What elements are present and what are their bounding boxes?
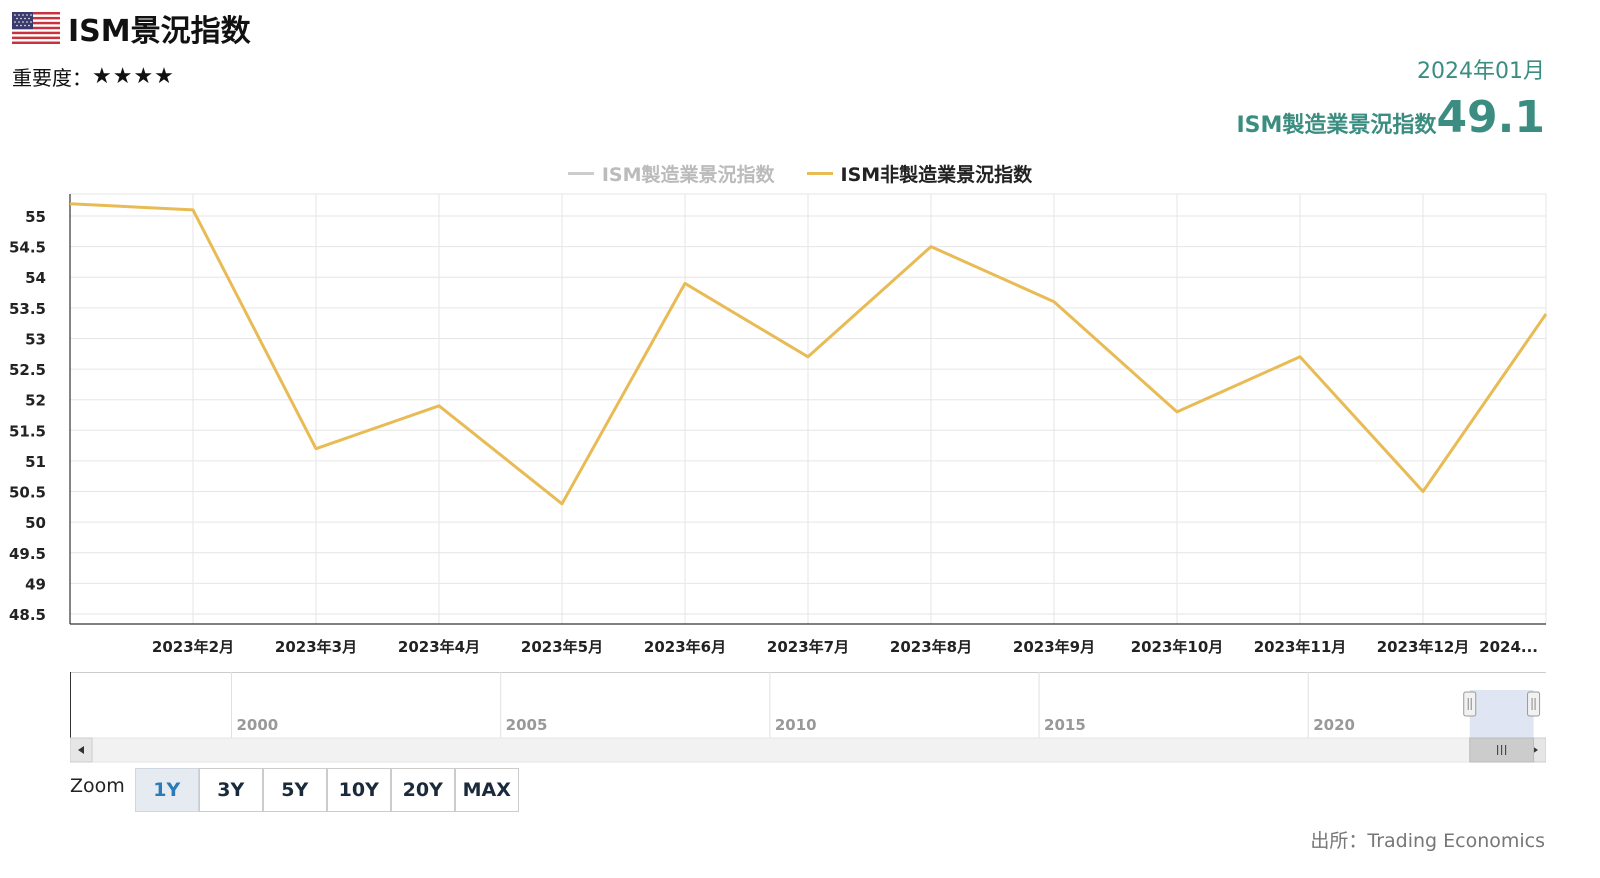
page-title: ISM景況指数 — [68, 14, 251, 49]
zoom-button-10y[interactable]: 10Y — [326, 768, 391, 812]
data-point[interactable] — [1174, 409, 1180, 415]
latest-value: 49.1 — [1436, 92, 1545, 143]
legend-swatch-manufacturing — [567, 172, 594, 175]
x-tick-label: 2023年4月 — [398, 638, 480, 656]
page-header: ISM景況指数 — [12, 8, 251, 49]
scroll-left-button[interactable] — [70, 737, 93, 763]
latest-date: 2024年01月 — [1417, 59, 1545, 84]
data-point[interactable] — [1543, 311, 1549, 317]
importance-rating: 重要度： ★★★★ — [12, 62, 175, 91]
navigator-handle[interactable] — [1463, 691, 1477, 717]
y-tick-label: 53 — [25, 330, 46, 348]
data-point[interactable] — [1420, 489, 1426, 495]
x-tick-label: 2023年11月 — [1254, 638, 1347, 656]
navigator-year-label: 2020 — [1313, 716, 1355, 734]
data-point[interactable] — [436, 403, 442, 409]
data-point[interactable] — [805, 354, 811, 360]
navigator-year-label: 2000 — [237, 716, 279, 734]
importance-label: 重要度： — [12, 66, 92, 90]
legend-item-manufacturing[interactable]: ISM製造業景況指数 — [567, 160, 775, 187]
zoom-button-1y[interactable]: 1Y — [134, 768, 199, 812]
importance-stars: ★★★★ — [92, 64, 175, 89]
y-tick-label: 52 — [25, 392, 46, 410]
y-tick-label: 50 — [25, 514, 46, 532]
y-tick-label: 53.5 — [9, 300, 46, 318]
y-tick-label: 50.5 — [9, 484, 46, 502]
x-tick-label: 2023年9月 — [1013, 638, 1095, 656]
zoom-button-max[interactable]: MAX — [454, 768, 519, 812]
navigator-year-label: 2005 — [506, 716, 548, 734]
latest-indicator: ISM製造業景況指数 49.1 — [1237, 92, 1546, 143]
y-tick-label: 49 — [25, 575, 46, 593]
range-navigator[interactable]: 2000 2005 2010 2015 2020 — [70, 672, 1546, 764]
latest-label: ISM製造業景況指数 — [1236, 113, 1437, 138]
y-tick-label: 49.5 — [9, 545, 46, 563]
series-line-services[interactable] — [69, 202, 1548, 506]
x-tick-label: 2023年2月 — [152, 638, 234, 656]
data-point[interactable] — [928, 244, 934, 250]
zoom-button-5y[interactable]: 5Y — [262, 768, 327, 812]
line-chart: 55 54.5 54 53.5 53 52.5 52 51.5 51 50.5 50 49.5 49 48… — [9, 193, 1549, 656]
x-tick-label: 2023年3月 — [275, 638, 357, 656]
legend-item-services[interactable]: ISM非製造業景況指数 — [806, 160, 1033, 187]
data-point[interactable] — [190, 207, 196, 213]
y-tick-label: 54 — [25, 269, 46, 287]
navigator-handle[interactable] — [1527, 691, 1541, 717]
legend-swatch-services — [806, 172, 833, 175]
us-flag-icon — [12, 12, 60, 44]
chart-legend: ISM製造業景況指数 ISM非製造業景況指数 — [0, 160, 1600, 187]
y-tick-label: 48.5 — [9, 606, 46, 624]
legend-label-services: ISM非製造業景況指数 — [840, 164, 1033, 186]
navigator-scrollbar-track[interactable] — [70, 737, 1546, 763]
zoom-label: Zoom — [70, 775, 125, 797]
y-tick-label: 54.5 — [9, 239, 46, 257]
x-tick-label: 2023年5月 — [521, 638, 603, 656]
source-credit: 出所：Trading Economics — [1310, 830, 1545, 852]
zoom-controls: Zoom 1Y 3Y 5Y 10Y 20Y MAX — [70, 768, 519, 812]
data-point[interactable] — [682, 280, 688, 286]
zoom-button-3y[interactable]: 3Y — [198, 768, 263, 812]
legend-label-manufacturing: ISM製造業景況指数 — [601, 164, 775, 186]
scrollbar-thumb[interactable] — [1469, 737, 1535, 763]
arrow-left-icon — [78, 746, 84, 754]
navigator-year-label: 2015 — [1044, 716, 1086, 734]
data-point[interactable] — [67, 201, 73, 207]
x-tick-label: 2023年6月 — [644, 638, 726, 656]
x-tick-label: 2023年8月 — [890, 638, 972, 656]
data-point[interactable] — [1297, 354, 1303, 360]
x-tick-label: 2023年12月 — [1377, 638, 1470, 656]
data-point[interactable] — [559, 501, 565, 507]
y-tick-label: 55 — [25, 208, 46, 226]
data-point[interactable] — [1051, 299, 1057, 305]
y-tick-label: 51 — [25, 453, 46, 471]
x-tick-label: 2023年7月 — [767, 638, 849, 656]
x-tick-label: 2024... — [1479, 638, 1538, 656]
y-tick-label: 51.5 — [9, 422, 46, 440]
navigator-selection[interactable] — [1469, 690, 1534, 738]
navigator-year-label: 2010 — [775, 716, 817, 734]
x-tick-label: 2023年10月 — [1131, 638, 1224, 656]
zoom-button-20y[interactable]: 20Y — [390, 768, 455, 812]
y-tick-label: 52.5 — [9, 361, 46, 379]
data-point[interactable] — [313, 446, 319, 452]
